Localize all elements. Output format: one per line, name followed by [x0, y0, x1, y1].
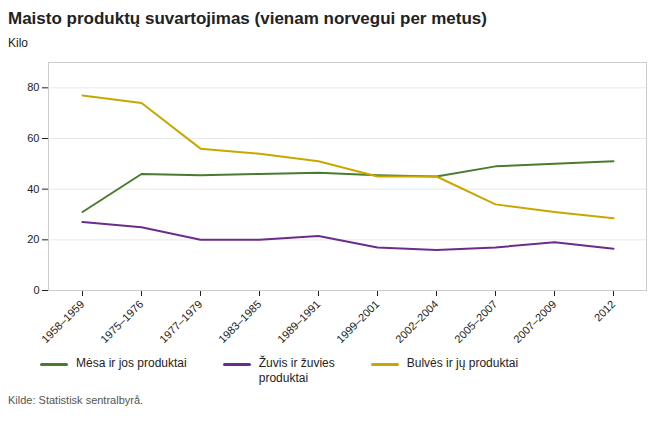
html-text:Kilde: Statistisk sentralbyrå.: Kilde: Statistisk sentralbyrå.: [8, 394, 144, 406]
svg-text:60: 60: [27, 132, 39, 144]
svg-text:1989–1991: 1989–1991: [275, 298, 322, 345]
svg-text:2012: 2012: [592, 298, 618, 324]
svg-text:2005–2007: 2005–2007: [452, 298, 499, 345]
svg-text:1958–1959: 1958–1959: [39, 298, 86, 345]
html-text:Mėsa ir jos produktai: Mėsa ir jos produktai: [76, 356, 187, 370]
svg-text:1983–1985: 1983–1985: [216, 298, 263, 345]
svg-text:2002–2004: 2002–2004: [393, 298, 440, 345]
svg-text:80: 80: [27, 81, 39, 93]
svg-text:40: 40: [27, 183, 39, 195]
svg-text:1977–1979: 1977–1979: [157, 298, 204, 345]
svg-text:20: 20: [27, 233, 39, 245]
html-text:Kilo: Kilo: [8, 36, 28, 50]
html-text:Žuvis ir žuvies produktai: Žuvis ir žuvies produktai: [258, 356, 335, 385]
svg-text:1975–1976: 1975–1976: [98, 298, 145, 345]
svg-text:2007–2009: 2007–2009: [511, 298, 558, 345]
html-text:Maisto produktų suvartojimas (: Maisto produktų suvartojimas (vienam nor…: [8, 9, 487, 28]
svg-text:0: 0: [33, 284, 39, 296]
html-text:Bulvės ir jų produktai: Bulvės ir jų produktai: [406, 356, 519, 370]
svg-text:1999–2001: 1999–2001: [334, 298, 381, 345]
